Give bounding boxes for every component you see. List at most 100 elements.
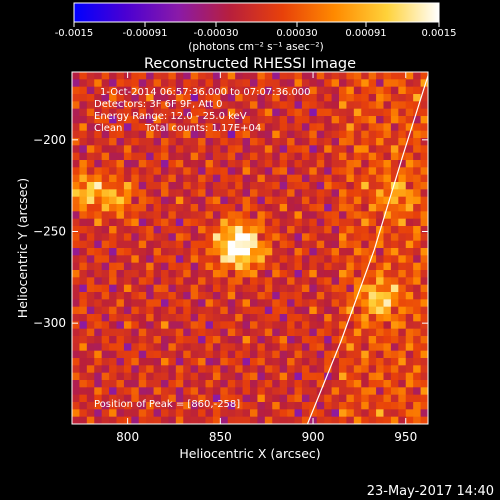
heatmap-cell bbox=[153, 86, 162, 95]
heatmap-cell bbox=[72, 248, 80, 256]
heatmap-cell bbox=[420, 402, 428, 410]
heatmap-cell bbox=[331, 138, 340, 146]
heatmap-cell bbox=[264, 94, 273, 102]
heatmap-cell bbox=[272, 86, 281, 95]
heatmap-cell bbox=[413, 387, 421, 396]
heatmap-cell bbox=[376, 108, 384, 117]
heatmap-cell bbox=[94, 248, 103, 256]
heatmap-cell bbox=[101, 365, 110, 374]
heatmap-cell bbox=[324, 365, 332, 374]
heatmap-cell bbox=[242, 292, 251, 300]
heatmap-cell bbox=[353, 174, 362, 183]
heatmap-cell bbox=[279, 160, 288, 168]
heatmap-cell bbox=[205, 138, 214, 146]
heatmap-cell bbox=[138, 116, 147, 124]
heatmap-cell bbox=[346, 306, 355, 315]
heatmap-cell bbox=[72, 182, 80, 190]
heatmap-cell bbox=[146, 72, 154, 80]
heatmap-cell bbox=[368, 394, 377, 403]
heatmap-cell bbox=[383, 277, 392, 286]
heatmap-cell bbox=[346, 211, 355, 220]
heatmap-cell bbox=[72, 240, 80, 249]
heatmap-cell bbox=[264, 402, 273, 410]
heatmap-cell bbox=[272, 101, 281, 110]
heatmap-cell bbox=[101, 101, 110, 110]
heatmap-cell bbox=[339, 343, 347, 352]
heatmap-cell bbox=[146, 116, 154, 124]
heatmap-cell bbox=[161, 233, 169, 242]
heatmap-cell bbox=[79, 292, 88, 300]
heatmap-cell bbox=[294, 292, 303, 300]
heatmap-cell bbox=[272, 152, 281, 161]
heatmap-cell bbox=[198, 123, 206, 132]
heatmap-cell bbox=[212, 358, 221, 366]
heatmap-cell bbox=[257, 321, 266, 330]
heatmap-cell bbox=[250, 358, 258, 366]
heatmap-cell bbox=[72, 211, 80, 220]
heatmap-cell bbox=[168, 189, 177, 198]
heatmap-cell bbox=[353, 204, 362, 212]
heatmap-cell bbox=[353, 226, 362, 234]
heatmap-cell bbox=[198, 343, 206, 352]
heatmap-cell bbox=[101, 79, 110, 88]
heatmap-cell bbox=[183, 255, 192, 264]
heatmap-cell bbox=[138, 108, 147, 117]
heatmap-cell bbox=[153, 343, 162, 352]
heatmap-cell bbox=[198, 387, 206, 396]
heatmap-cell bbox=[324, 328, 332, 337]
heatmap-cell bbox=[123, 277, 132, 286]
heatmap-cell bbox=[101, 350, 110, 359]
heatmap-cell bbox=[309, 394, 318, 403]
heatmap-cell bbox=[205, 416, 214, 424]
heatmap-cell bbox=[339, 409, 347, 418]
heatmap-cell bbox=[138, 416, 147, 424]
heatmap-cell bbox=[353, 248, 362, 256]
heatmap-cell bbox=[316, 358, 325, 366]
heatmap-cell bbox=[235, 226, 243, 234]
heatmap-cell bbox=[198, 108, 206, 117]
heatmap-cell bbox=[153, 152, 162, 161]
heatmap-cell bbox=[420, 255, 428, 264]
heatmap-cell bbox=[153, 387, 162, 396]
heatmap-cell bbox=[279, 314, 288, 322]
heatmap-cell bbox=[250, 270, 258, 278]
heatmap-cell bbox=[287, 372, 295, 381]
heatmap-cell bbox=[398, 138, 407, 146]
heatmap-cell bbox=[324, 130, 332, 139]
heatmap-cell bbox=[131, 72, 140, 80]
heatmap-cell bbox=[183, 372, 192, 381]
heatmap-cell bbox=[324, 262, 332, 271]
heatmap-cell bbox=[212, 204, 221, 212]
heatmap-cell bbox=[131, 116, 140, 124]
heatmap-cell bbox=[116, 204, 125, 212]
heatmap-cell bbox=[242, 123, 251, 132]
heatmap-cell bbox=[420, 174, 428, 183]
heatmap-cell bbox=[301, 372, 310, 381]
heatmap-cell bbox=[86, 387, 95, 396]
heatmap-cell bbox=[324, 350, 332, 359]
heatmap-cell bbox=[413, 72, 421, 80]
heatmap-cell bbox=[138, 284, 147, 293]
heatmap-cell bbox=[175, 218, 184, 227]
heatmap-cell bbox=[190, 123, 199, 132]
heatmap-cell bbox=[368, 299, 377, 308]
heatmap-cell bbox=[264, 233, 273, 242]
heatmap-cell bbox=[138, 409, 147, 418]
heatmap-cell bbox=[101, 292, 110, 300]
heatmap-cell bbox=[420, 101, 428, 110]
heatmap-cell bbox=[72, 306, 80, 315]
heatmap-cell bbox=[279, 277, 288, 286]
heatmap-cell bbox=[420, 284, 428, 293]
heatmap-cell bbox=[309, 277, 318, 286]
heatmap-cell bbox=[353, 211, 362, 220]
heatmap-cell bbox=[390, 416, 399, 424]
heatmap-cell bbox=[94, 101, 103, 110]
heatmap-cell bbox=[146, 299, 154, 308]
heatmap-cell bbox=[198, 233, 206, 242]
info-algorithm: Clean bbox=[94, 123, 122, 134]
heatmap-cell bbox=[146, 336, 154, 344]
heatmap-cell bbox=[250, 306, 258, 315]
heatmap-cell bbox=[131, 233, 140, 242]
heatmap-cell bbox=[190, 189, 199, 198]
heatmap-cell bbox=[161, 380, 169, 388]
